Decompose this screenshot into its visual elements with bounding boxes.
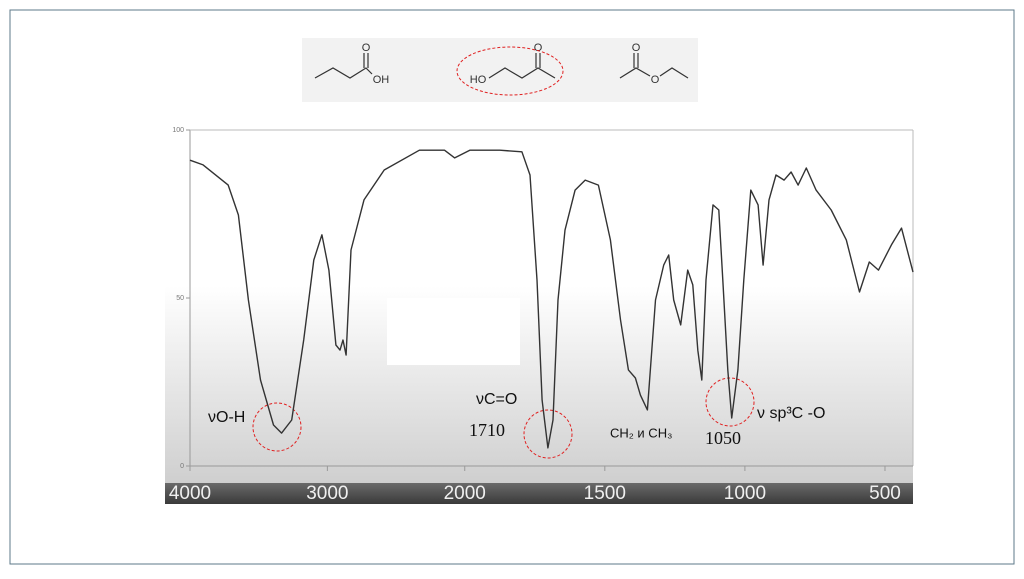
spectrum-line	[189, 149, 914, 449]
atom-label: O	[362, 42, 371, 54]
atom-label: O	[651, 74, 660, 86]
annotation: 1710	[469, 420, 505, 440]
highlight-circle	[252, 402, 302, 452]
highlight-circle	[705, 377, 755, 427]
annotation: νC=O	[476, 391, 517, 408]
x-tick-label: 3000	[306, 483, 348, 504]
blank-patch	[387, 298, 520, 365]
y-tick-label: 100	[172, 127, 184, 134]
x-tick-label: 1500	[584, 483, 626, 504]
highlight-circle	[456, 46, 564, 96]
molecule-bonds	[314, 53, 689, 79]
atom-label: O	[534, 42, 543, 54]
atom-label: OH	[373, 74, 390, 86]
highlight-circle	[523, 409, 573, 459]
x-tick-label: 2000	[444, 483, 486, 504]
atom-label: HO	[470, 74, 487, 86]
atom-label: O	[632, 42, 641, 54]
x-tick-label: 500	[869, 483, 901, 504]
annotation: ν sp³C -O	[757, 405, 825, 422]
y-tick-label: 50	[176, 295, 184, 302]
y-tick-label: 0	[180, 463, 184, 470]
slide-frame	[9, 9, 1015, 565]
x-axis-bar	[165, 483, 913, 504]
x-tick-label: 1000	[724, 483, 766, 504]
annotation: νO-H	[208, 409, 245, 426]
annotation: CH₂ и CH₃	[610, 425, 672, 440]
annotation: 1050	[705, 428, 741, 448]
x-tick-label: 4000	[169, 483, 211, 504]
